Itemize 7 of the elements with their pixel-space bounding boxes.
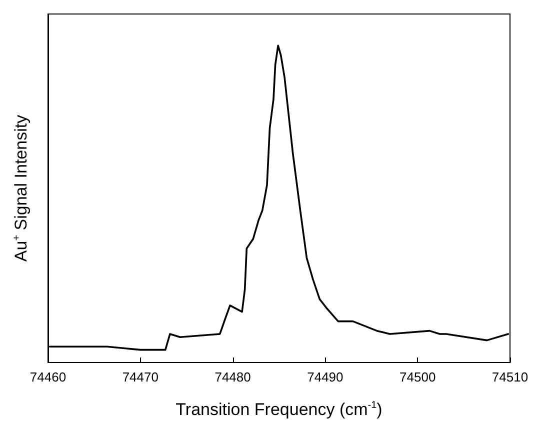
x-tick-label: 74470 [122, 370, 158, 384]
y-axis-title: Au+ Signal Intensity [12, 114, 30, 262]
x-tick-label: 74500 [400, 370, 436, 384]
x-tick-label: 74490 [307, 370, 344, 384]
x-tick-label: 74480 [214, 370, 251, 384]
x-tick-label: 74510 [492, 370, 528, 384]
x-tick-label: 74460 [30, 370, 66, 384]
